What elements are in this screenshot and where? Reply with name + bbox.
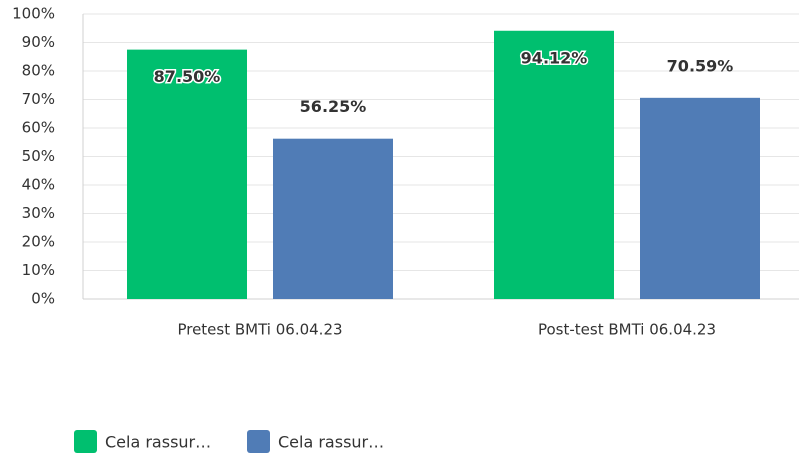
y-tick-label: 40%	[22, 176, 55, 194]
bar	[640, 97, 760, 299]
y-tick-label: 10%	[22, 261, 55, 279]
legend-label: Cela rassur…	[105, 433, 211, 452]
legend-label: Cela rassur…	[278, 433, 384, 452]
y-tick-label: 20%	[22, 233, 55, 251]
bar	[494, 30, 614, 300]
value-label: 94.12%	[521, 48, 588, 67]
bar	[273, 138, 393, 299]
value-label: 70.59%	[667, 56, 734, 75]
x-tick-label: Pretest BMTi 06.04.23	[177, 321, 342, 339]
x-tick-label: Post-test BMTi 06.04.23	[538, 321, 716, 339]
y-tick-label: 50%	[22, 147, 55, 165]
y-tick-label: 70%	[22, 90, 55, 108]
y-tick-label: 30%	[22, 204, 55, 222]
legend-swatch	[247, 430, 270, 453]
y-tick-label: 100%	[12, 5, 55, 23]
legend-swatch	[74, 430, 97, 453]
y-tick-label: 90%	[22, 33, 55, 51]
y-tick-label: 60%	[22, 119, 55, 137]
y-tick-label: 0%	[31, 290, 55, 308]
value-label: 87.50%	[154, 67, 221, 86]
y-tick-label: 80%	[22, 62, 55, 80]
bar	[127, 49, 247, 299]
value-label: 56.25%	[300, 97, 367, 116]
